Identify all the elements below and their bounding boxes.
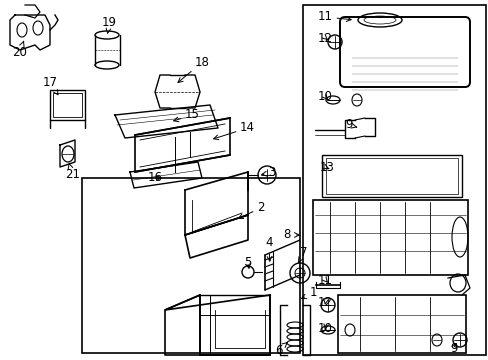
Text: 6: 6 — [274, 343, 286, 356]
Text: 2: 2 — [238, 202, 264, 219]
Text: 9: 9 — [345, 118, 356, 131]
Text: 5: 5 — [244, 256, 251, 270]
Text: 8: 8 — [283, 229, 299, 242]
Bar — [321, 155, 461, 197]
Text: 13: 13 — [319, 162, 334, 175]
Text: 11: 11 — [317, 10, 350, 23]
Bar — [312, 200, 467, 275]
Text: 1: 1 — [301, 287, 317, 300]
Text: 14: 14 — [213, 121, 254, 140]
Bar — [53, 93, 82, 117]
Text: 10: 10 — [317, 90, 332, 104]
Text: 4: 4 — [264, 237, 272, 261]
Bar — [82, 178, 299, 353]
Text: 17: 17 — [43, 77, 58, 95]
Text: 15: 15 — [173, 108, 200, 122]
Text: 3: 3 — [261, 166, 275, 180]
Text: 11: 11 — [317, 274, 332, 287]
Text: 9: 9 — [449, 342, 457, 355]
Text: 12: 12 — [317, 31, 332, 45]
Bar — [50, 90, 85, 120]
Bar — [303, 5, 485, 355]
Bar — [325, 158, 457, 194]
Text: 16: 16 — [148, 171, 163, 184]
Text: 12: 12 — [317, 296, 332, 309]
Bar — [337, 295, 465, 353]
Text: 19: 19 — [102, 15, 117, 33]
Text: 20: 20 — [12, 41, 27, 58]
Text: 21: 21 — [65, 164, 80, 181]
Text: 10: 10 — [317, 321, 332, 334]
Text: 18: 18 — [178, 55, 209, 82]
Text: 7: 7 — [298, 247, 307, 262]
